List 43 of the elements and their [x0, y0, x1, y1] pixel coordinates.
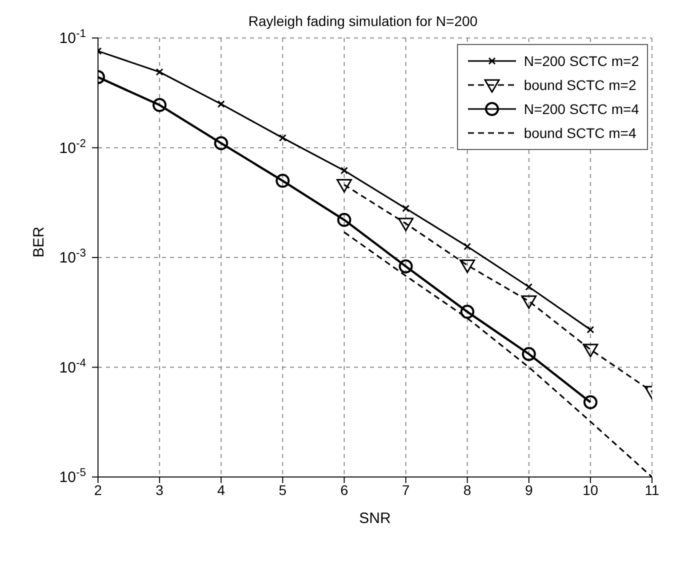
- point: [337, 212, 352, 227]
- y-tick-label: 10$^{-2}$: [59, 138, 86, 157]
- point: [582, 344, 598, 358]
- point: [214, 136, 228, 150]
- point: [464, 242, 472, 250]
- point: [278, 134, 286, 142]
- point: [525, 283, 533, 291]
- point: [156, 68, 164, 76]
- x-axis-title: SNR: [359, 510, 391, 527]
- x-tick-label: 8: [463, 482, 472, 498]
- point: [583, 395, 598, 410]
- point: [398, 218, 414, 232]
- x-tick-label: 10: [582, 482, 598, 498]
- x-tick-label: 5: [278, 482, 287, 498]
- legend-label: bound SCTC m=2: [524, 77, 636, 93]
- point: [152, 98, 167, 112]
- y-tick-label: 10$^{-3}$: [59, 248, 86, 266]
- y-tick-label: 10$^{-4}$: [59, 357, 86, 376]
- x-tick-label: 2: [94, 482, 102, 498]
- legend-label: bound SCTC m=4: [524, 125, 636, 141]
- point: [398, 259, 413, 274]
- point: [336, 179, 352, 193]
- legend-label: N=200 SCTC m=2: [524, 53, 639, 69]
- x-tick-label: 3: [156, 482, 164, 498]
- point: [586, 326, 594, 334]
- y-axis-title: BER: [30, 226, 48, 258]
- point: [217, 100, 225, 108]
- point: [460, 259, 476, 273]
- chart-title: Rayleigh fading simulation for N=200: [248, 13, 478, 29]
- point: [521, 295, 537, 309]
- x-tick-label: 4: [217, 482, 226, 498]
- y-tick-label: 10$^{-5}$: [59, 467, 86, 486]
- x-tick-label: 11: [644, 482, 660, 498]
- point: [340, 166, 348, 174]
- point: [276, 174, 290, 188]
- legend-label: N=200 SCTC m=4: [524, 101, 639, 117]
- point: [402, 204, 410, 212]
- x-tick-label: 7: [402, 482, 410, 498]
- point: [522, 347, 536, 362]
- x-tick-label: 9: [524, 482, 533, 498]
- point: [460, 304, 474, 319]
- y-tick-label: 10$^{-1}$: [59, 28, 86, 47]
- x-tick-label: 6: [340, 482, 348, 498]
